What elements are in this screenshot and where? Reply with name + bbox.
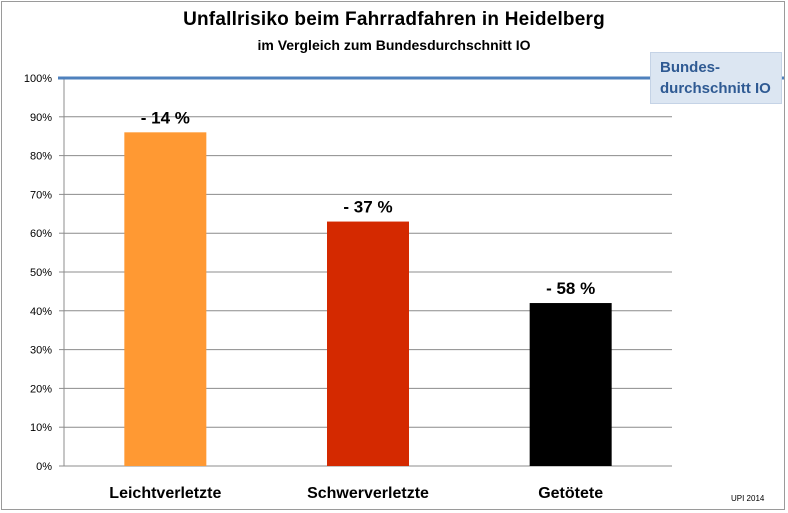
y-tick-label: 20% — [30, 383, 52, 395]
category-label: Schwerverletzte — [307, 485, 429, 502]
y-tick-label: 0% — [36, 461, 52, 473]
bar — [124, 132, 207, 466]
reference-label-line2: durchschnitt IO — [660, 80, 771, 97]
chart-subtitle: im Vergleich zum Bundesdurchschnitt IO — [257, 37, 531, 53]
y-tick-label: 80% — [30, 151, 52, 163]
y-tick-label: 70% — [30, 189, 52, 201]
data-label: - 14 % — [141, 108, 190, 127]
data-label: - 58 % — [546, 279, 595, 298]
y-tick-label: 90% — [30, 112, 52, 124]
chart-title: Unfallrisiko beim Fahrradfahren in Heide… — [183, 9, 605, 30]
bar — [529, 303, 612, 466]
y-tick-label: 30% — [30, 345, 52, 357]
category-label: Leichtverletzte — [109, 485, 221, 502]
credit-text: UPI 2014 — [731, 494, 765, 503]
reference-line-label: Bundes- durchschnitt IO — [650, 52, 782, 104]
category-label: Getötete — [538, 485, 603, 502]
y-tick-label: 60% — [30, 228, 52, 240]
y-tick-label: 100% — [24, 73, 52, 85]
y-tick-label: 50% — [30, 267, 52, 279]
y-tick-label: 40% — [30, 306, 52, 318]
bar — [327, 221, 409, 466]
y-tick-label: 10% — [30, 422, 52, 434]
data-label: - 37 % — [343, 198, 392, 217]
reference-label-line1: Bundes- — [660, 59, 720, 76]
